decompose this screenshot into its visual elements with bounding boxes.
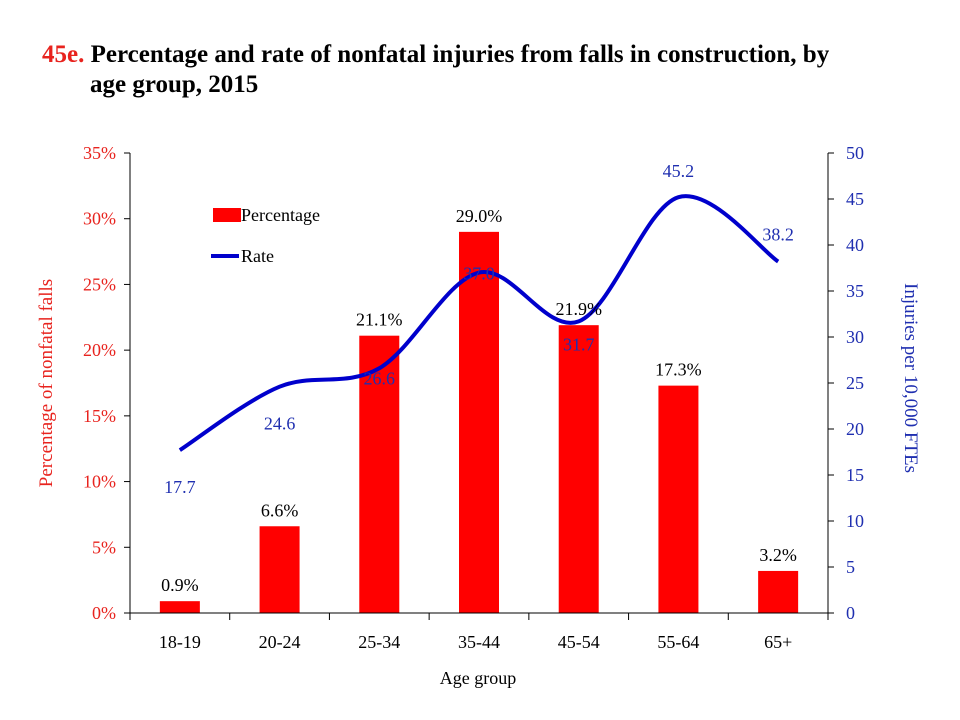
bar-65+ — [758, 570, 799, 613]
line-series — [178, 194, 780, 452]
left-tick-label: 0% — [92, 603, 116, 623]
left-tick-label: 5% — [92, 537, 116, 557]
chart-title: 45e. Percentage and rate of nonfatal inj… — [42, 40, 922, 100]
bar-25-34 — [359, 335, 400, 613]
title-line-1: Percentage and rate of nonfatal injuries… — [90, 41, 830, 68]
x-axis-title: Age group — [440, 668, 516, 688]
right-tick-label: 30 — [846, 327, 864, 347]
bar-data-label: 29.0% — [456, 206, 503, 226]
data-labels: 0.9% 6.6% 21.1% 29.0% 21.9% 17.3% 3.2% 17.7 24.6… — [161, 161, 797, 595]
left-tick-label: 25% — [83, 274, 116, 294]
title-line-2: age group, 2015 — [90, 71, 259, 98]
right-axis-title: Injuries per 10,000 FTEs — [900, 283, 921, 473]
rate-data-label: 37.0 — [463, 264, 495, 284]
legend-label-rate: Rate — [241, 246, 274, 266]
left-tick-label: 15% — [83, 406, 116, 426]
bar-55-64 — [658, 385, 699, 613]
x-tick-label: 25-34 — [358, 632, 400, 652]
bar-data-label: 21.9% — [555, 299, 602, 319]
x-tick-label: 18-19 — [159, 632, 201, 652]
rate-line — [178, 194, 780, 452]
rate-data-label: 26.6 — [364, 368, 396, 388]
rate-data-label: 45.2 — [663, 161, 695, 181]
bar-20-24 — [259, 526, 300, 613]
left-tick-label: 10% — [83, 472, 116, 492]
right-tick-label: 0 — [846, 603, 855, 623]
bar-data-label: 21.1% — [356, 310, 403, 330]
bar-35-44 — [459, 231, 499, 613]
right-tick-label: 50 — [846, 143, 864, 163]
figure-number: 45e. — [42, 41, 85, 68]
legend: Percentage Rate — [211, 205, 320, 266]
bar-data-label: 3.2% — [759, 545, 797, 565]
right-tick-label: 40 — [846, 235, 864, 255]
right-tick-label: 5 — [846, 557, 855, 577]
bar-series — [159, 231, 799, 613]
left-tick-label: 35% — [83, 143, 116, 163]
x-tick-label: 45-54 — [558, 632, 600, 652]
right-tick-label: 20 — [846, 419, 864, 439]
rate-data-label: 17.7 — [164, 477, 196, 497]
right-tick-label: 35 — [846, 281, 864, 301]
bar-data-label: 0.9% — [161, 575, 199, 595]
x-tick-label: 55-64 — [657, 632, 699, 652]
axes: 0% 5% 10% 15% 20% 25% 30% 35% 0 5 10 15 20 25 30 35 40 45… — [36, 143, 921, 688]
legend-label-percentage: Percentage — [241, 205, 320, 225]
left-tick-label: 30% — [83, 209, 116, 229]
left-tick-label: 20% — [83, 340, 116, 360]
x-tick-label: 65+ — [764, 632, 792, 652]
rate-data-label: 38.2 — [762, 225, 794, 245]
rate-data-label: 31.7 — [563, 334, 595, 354]
bar-data-label: 6.6% — [261, 500, 299, 520]
right-tick-label: 45 — [846, 189, 864, 209]
bar-45-54 — [558, 325, 599, 613]
right-tick-label: 25 — [846, 373, 864, 393]
left-axis-title: Percentage of nonfatal falls — [36, 279, 57, 487]
right-tick-label: 15 — [846, 465, 864, 485]
right-tick-label: 10 — [846, 511, 864, 531]
rate-data-label: 24.6 — [264, 414, 296, 434]
bar-18-19 — [159, 601, 200, 613]
x-tick-label: 20-24 — [259, 632, 301, 652]
x-tick-label: 35-44 — [458, 632, 500, 652]
legend-bar-swatch — [213, 208, 241, 222]
bar-data-label: 17.3% — [655, 360, 702, 380]
